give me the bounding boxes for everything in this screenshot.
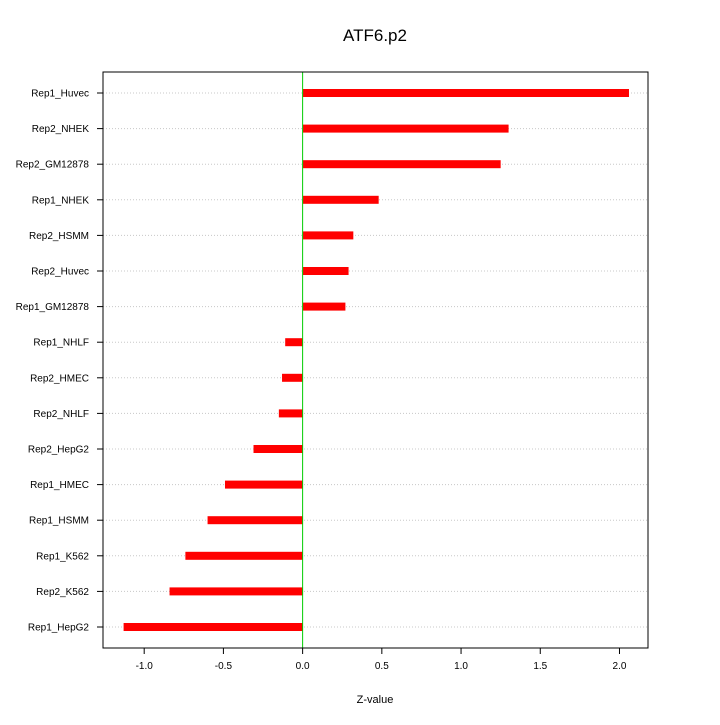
y-tick-label: Rep1_NHEK (32, 195, 90, 206)
bars (123, 89, 629, 631)
y-tick-label: Rep2_NHLF (33, 409, 89, 420)
y-tick-label: Rep2_HepG2 (28, 445, 90, 456)
y-tick-label: Rep2_Huvec (31, 267, 89, 278)
y-tick-label: Rep1_HMEC (30, 480, 89, 491)
bar-Rep2_HSMM (302, 231, 354, 240)
y-tick-label: Rep1_Huvec (31, 89, 89, 100)
bar-Rep2_K562 (169, 587, 303, 596)
x-tick-label: 0.5 (375, 661, 389, 672)
bar-Rep2_HMEC (282, 373, 303, 382)
gridlines (103, 92, 648, 628)
y-tick-label: Rep2_K562 (36, 587, 89, 598)
x-tick-label: -0.5 (215, 661, 233, 672)
bar-Rep1_HepG2 (123, 623, 303, 631)
y-tick-label: Rep2_NHEK (32, 124, 90, 135)
bar-Rep1_HMEC (224, 480, 303, 489)
y-tick-label: Rep2_HMEC (30, 373, 89, 384)
y-tick-labels: Rep1_Huvec Rep2_NHEK Rep2_GM12878 Rep1_NHEK… (16, 89, 103, 634)
bar-Rep2_HepG2 (253, 445, 303, 453)
x-axis-label: Z-value (357, 694, 394, 706)
y-tick-label: Rep2_HSMM (29, 231, 89, 242)
x-axis: -1.0 -0.5 0.0 0.5 1.0 1.5 2.0 (136, 647, 627, 672)
bar-Rep2_NHLF (278, 409, 303, 418)
plot-frame (102, 71, 649, 649)
y-tick-label: Rep1_K562 (36, 551, 89, 562)
y-tick-label: Rep1_HepG2 (28, 623, 90, 634)
bar-Rep1_HSMM (207, 516, 303, 525)
bar-Rep1_NHEK (302, 195, 379, 204)
bar-Rep2_GM12878 (302, 160, 501, 169)
x-tick-label: 0.0 (296, 661, 310, 672)
x-tick-label: 1.5 (533, 661, 547, 672)
bar-Rep2_NHEK (302, 124, 509, 133)
x-tick-label: 1.0 (454, 661, 468, 672)
bar-Rep1_NHLF (285, 338, 303, 347)
bar-Rep1_K562 (185, 551, 303, 560)
x-tick-label: 2.0 (613, 661, 627, 672)
x-tick-label: -1.0 (136, 661, 154, 672)
bar-Rep1_GM12878 (302, 302, 346, 311)
chart-title: ATF6.p2 (343, 26, 407, 45)
y-tick-label: Rep2_GM12878 (16, 160, 90, 171)
y-tick-label: Rep1_GM12878 (16, 302, 90, 313)
y-tick-label: Rep1_HSMM (29, 516, 89, 527)
bar-Rep2_Huvec (302, 267, 349, 275)
bar-Rep1_Huvec (302, 89, 629, 97)
y-tick-label: Rep1_NHLF (33, 338, 89, 349)
